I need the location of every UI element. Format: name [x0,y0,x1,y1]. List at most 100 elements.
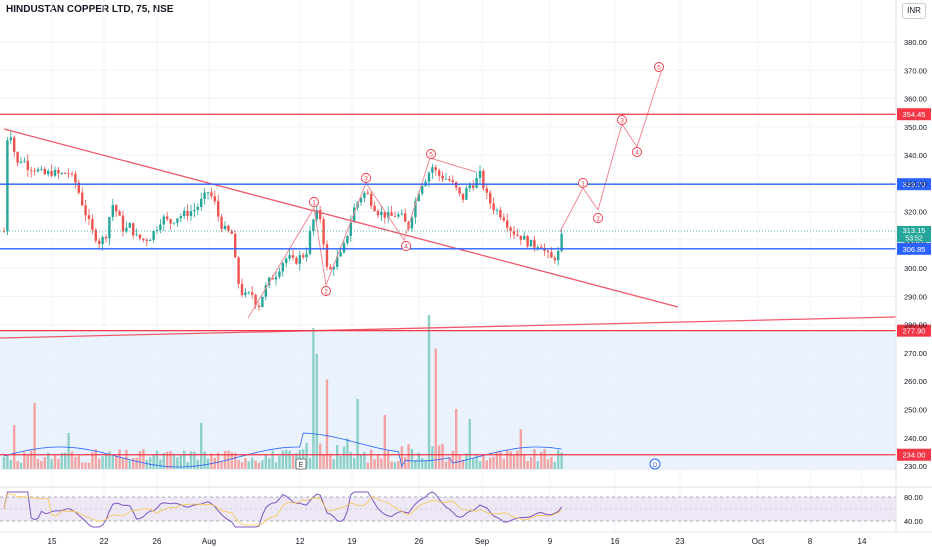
rsi-axis[interactable]: 80.00 40.00 [904,493,923,526]
price-tick-label: 330.00 [904,179,927,188]
descending-trendline[interactable] [3,128,679,308]
candle [247,291,250,295]
symbol-title[interactable]: HINDUSTAN COPPER LTD, 75, NSE [6,4,174,15]
candle [234,230,237,258]
level-price-label: 277.90 [903,327,926,336]
volume-bar [390,461,393,469]
volume-bar [465,453,468,469]
volume-bar [257,462,261,469]
volume-bar [152,454,155,469]
volume-bar [540,452,543,469]
candle [288,248,291,262]
time-axis[interactable]: 15 22 26 Aug 12 19 26 Sep 9 16 23 Oct 8 14 [48,537,867,546]
volume-bar [495,451,499,469]
volume-bar [81,462,84,469]
candle [121,210,125,237]
volume-bar [138,451,142,469]
volume-bar [472,458,475,469]
wave-label-number: 1 [581,181,585,188]
candle [512,226,516,240]
time-tick-label: Aug [202,537,216,546]
candle [251,285,254,299]
candle [50,164,53,178]
volume-bar [553,461,556,469]
level-234.00[interactable]: 234.00 [0,448,931,461]
dividend-marker[interactable]: D [649,458,661,470]
time-tick-label: 8 [808,537,813,546]
volume-bar [108,451,111,469]
wave-label[interactable]: 1 [309,197,319,207]
volume-bar [550,457,553,469]
candle [526,234,529,249]
candle [465,185,468,200]
level-306.85[interactable]: 306.85 [0,242,931,255]
candle [448,176,451,182]
volume-bar [502,458,505,469]
volume-bar [104,453,108,469]
earnings-marker[interactable]: E [295,458,307,470]
candle [47,168,50,177]
volume-bar [64,452,67,469]
candle [217,194,220,222]
ascending-trendline[interactable] [0,316,897,339]
rsi-tick-label: 80.00 [904,493,923,502]
volume-bar [312,328,315,469]
wave-label[interactable]: 4 [632,147,642,157]
wave-label[interactable]: 2 [321,286,331,296]
candle [169,218,172,230]
volume-bar [57,458,60,469]
volume-bar [43,456,46,469]
volume-bar [254,460,257,469]
candle [499,206,502,221]
candle [390,205,393,217]
volume-bar [383,415,386,469]
elliott-wave-path-1[interactable] [247,157,477,319]
wave-label-number: 5 [657,65,661,72]
level-329.70[interactable]: 329.70 [0,178,931,191]
wave-label[interactable]: 3 [361,173,371,183]
volume-bar [414,459,417,469]
volume-bar [13,425,16,469]
currency-button[interactable]: INR [902,3,926,19]
elliott-wave-path-2[interactable] [559,71,662,233]
candle [482,168,485,192]
volume-bar [36,458,40,469]
time-tick-label: 15 [48,537,57,546]
candle [444,172,448,180]
candle [387,206,390,223]
volume-bar [506,450,509,469]
candle [298,250,301,271]
candle [149,238,152,241]
volume-bar [427,315,431,469]
wave-label[interactable]: 5 [426,149,436,159]
candle [543,243,546,256]
candle [53,166,57,178]
volume-bar [23,452,26,469]
wave-label[interactable]: 1 [578,178,588,188]
candle [485,183,488,199]
time-tick-label: 26 [153,537,162,546]
candle [84,199,87,222]
volume-bar [179,455,182,469]
level-price-label: 329.70 [903,180,926,189]
level-354.45[interactable]: 354.45 [0,108,931,121]
candle [472,179,475,191]
level-277.90[interactable]: 277.90 [0,324,931,337]
volume-bar [145,459,148,469]
wave-label[interactable]: 3 [617,115,627,125]
volume-bar [196,459,199,469]
volume-bar [421,458,424,469]
bar-countdown: 53:52 [905,236,923,243]
price-tick-label: 280.00 [904,321,927,330]
volume-bar [74,456,77,469]
candle [118,209,121,216]
volume-bar [121,458,125,469]
wave-label[interactable]: 2 [593,213,603,223]
candle [410,215,414,232]
rsi-tick-label: 40.00 [904,517,923,526]
wave-label[interactable]: 5 [654,62,664,72]
wave-label[interactable]: 4 [401,241,411,251]
price-tick-label: 290.00 [904,292,927,301]
time-tick-label: Oct [752,537,765,546]
